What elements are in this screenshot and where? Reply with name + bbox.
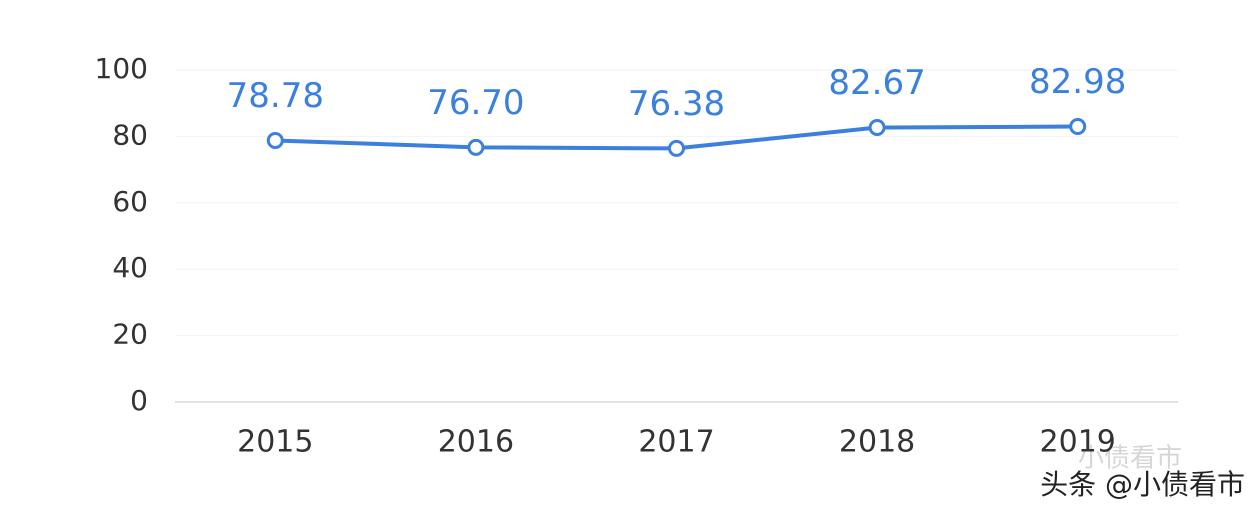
point bbox=[868, 119, 886, 137]
y-tick-label: 100 bbox=[95, 52, 148, 85]
x-tick-label: 2019 bbox=[1040, 425, 1116, 460]
value-label: 76.70 bbox=[427, 83, 524, 123]
value-label: 82.67 bbox=[828, 63, 925, 103]
y-tick-label: 40 bbox=[112, 251, 148, 284]
y-tick-label: 20 bbox=[112, 318, 148, 351]
watermark-faded: 小债看市 bbox=[1078, 444, 1182, 474]
value-label: 76.38 bbox=[628, 84, 725, 124]
value-label: 78.78 bbox=[227, 76, 324, 116]
y-tick-label: 0 bbox=[130, 384, 148, 417]
x-tick-label: 2018 bbox=[839, 425, 915, 460]
x-tick-label: 2016 bbox=[438, 425, 514, 460]
watermark: 头条 @小债看市 bbox=[1040, 468, 1245, 501]
value-label: 82.98 bbox=[1029, 62, 1126, 102]
point bbox=[668, 139, 685, 157]
y-tick-label: 80 bbox=[112, 118, 148, 151]
x-tick-label: 2017 bbox=[638, 425, 714, 460]
point bbox=[1069, 118, 1087, 136]
point bbox=[467, 138, 485, 156]
point bbox=[266, 131, 284, 149]
y-tick-label: 60 bbox=[112, 185, 148, 218]
x-tick-label: 2015 bbox=[237, 425, 313, 460]
